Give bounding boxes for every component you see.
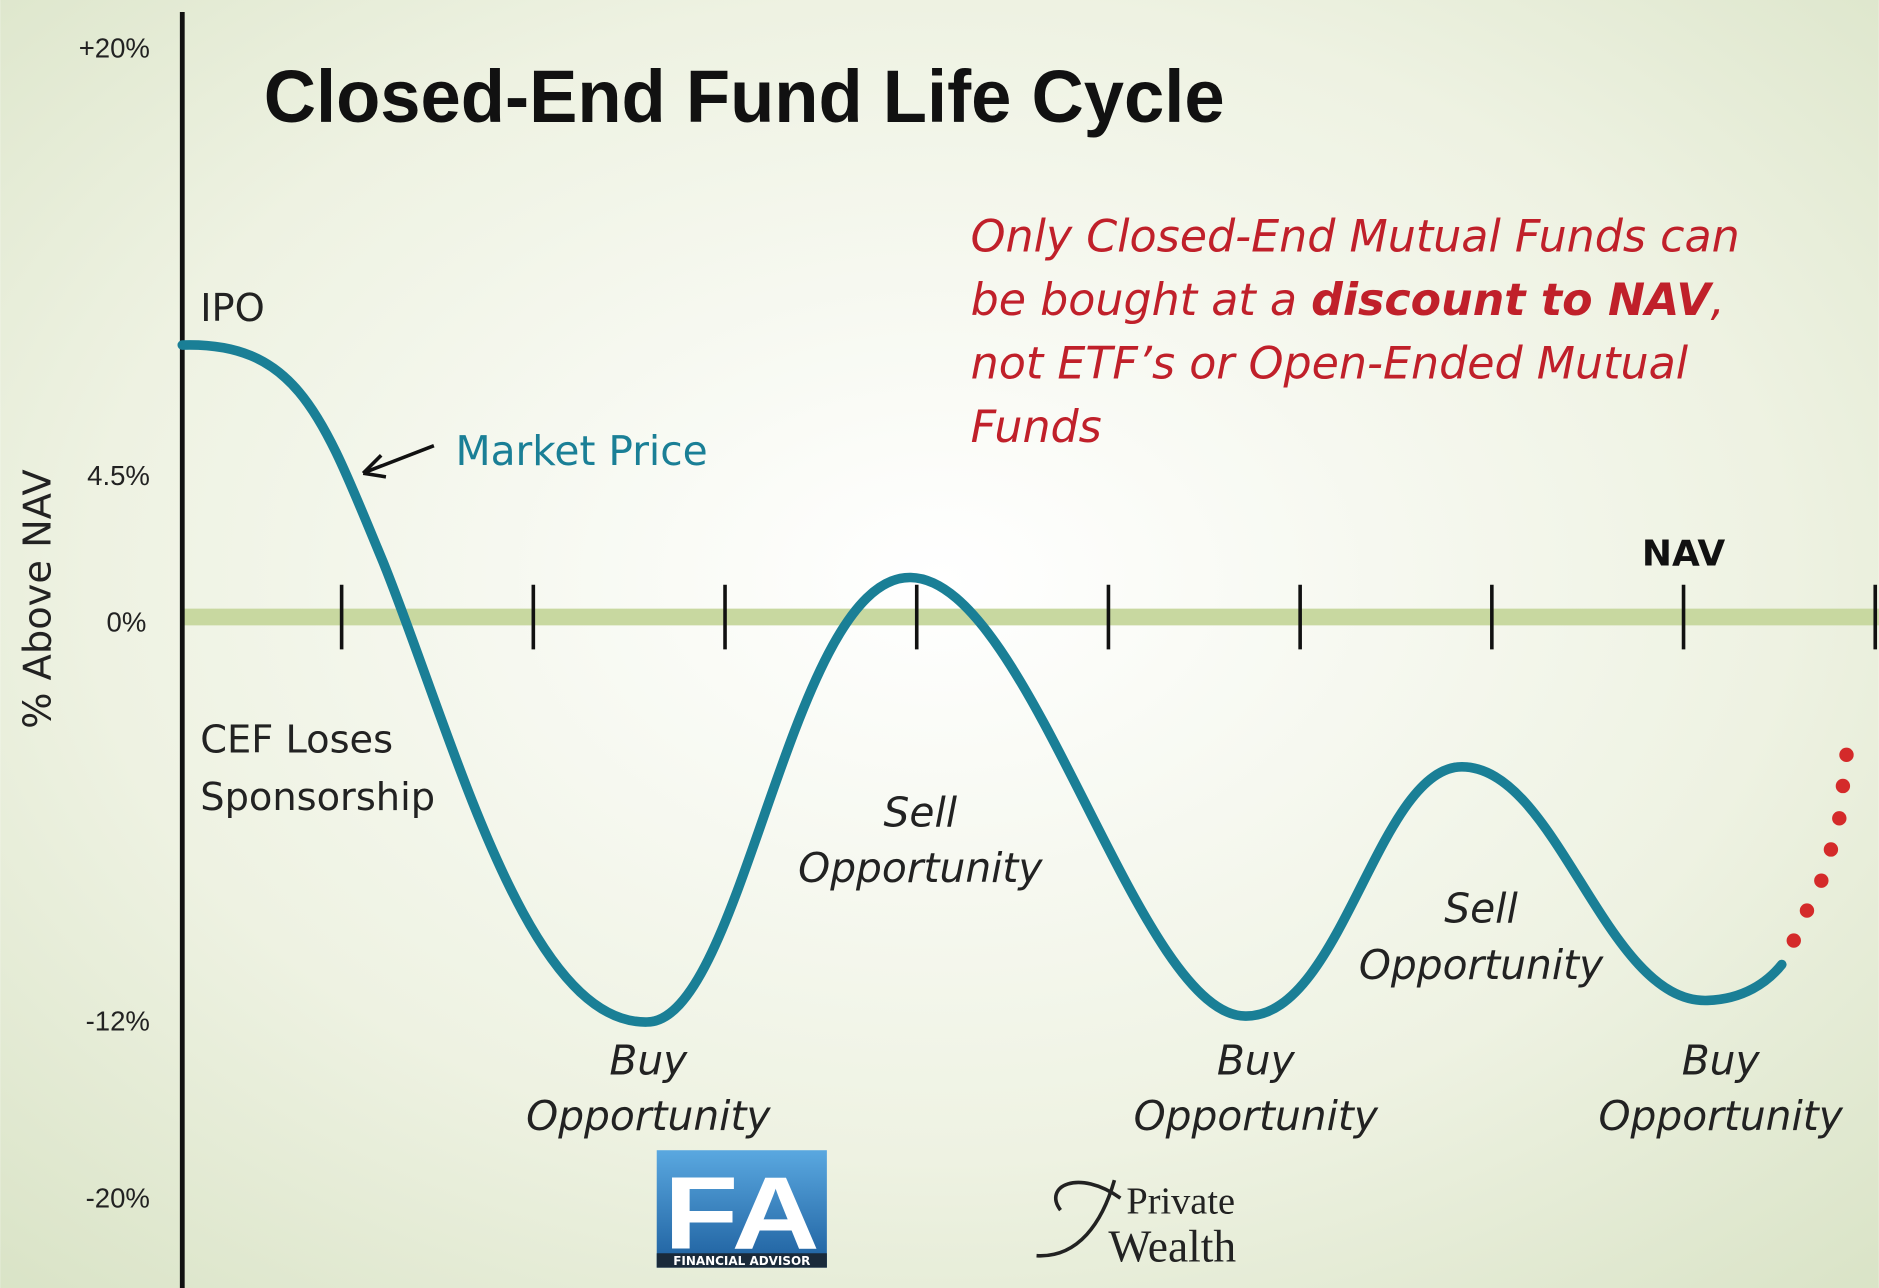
ipo-label: IPO [200, 286, 265, 331]
cef-label: Sponsorship [200, 775, 435, 820]
nav-label: NAV [1642, 534, 1725, 575]
market-price-curve [177, 340, 1787, 1027]
buy-label: Opportunity [1599, 1092, 1844, 1140]
arrow-head [361, 454, 387, 479]
y-tick-label: -20% [86, 1183, 150, 1214]
note-line: Only Closed-End Mutual Funds can [971, 212, 1740, 263]
y-axis-title: % Above NAV [15, 469, 60, 729]
y-tick-label: +20% [79, 33, 150, 64]
nav-ticks [339, 584, 1878, 650]
note-bold: discount to NAV [1311, 275, 1714, 326]
y-tick-label: 0% [107, 606, 147, 637]
sell-label: Opportunity [798, 844, 1043, 892]
buy-label: Buy [1217, 1037, 1296, 1085]
sell-label: Sell [1444, 885, 1518, 933]
y-tick-label: -12% [86, 1005, 150, 1036]
note-line: be bought at a discount to NAV, [971, 275, 1725, 326]
title: Closed-End Fund Life Cycle [264, 55, 1225, 138]
pw-logo-text: Wealth [1108, 1221, 1236, 1272]
note-text: be bought at a [971, 275, 1311, 326]
buy-label: Buy [609, 1037, 688, 1085]
pw-logo-flourish [1036, 1179, 1122, 1258]
buy-label: Opportunity [1134, 1092, 1379, 1140]
note-line: not ETF’s or Open-Ended Mutual [971, 339, 1689, 390]
market-price-label: Market Price [455, 427, 707, 475]
sell-label: Opportunity [1359, 941, 1604, 989]
projection-dots [1786, 747, 1854, 948]
cef-label: CEF Loses [200, 717, 393, 762]
arrow [364, 444, 435, 474]
pw-logo-text: Private [1126, 1181, 1235, 1223]
buy-label: Buy [1682, 1037, 1761, 1085]
y-tick-label: 4.5% [87, 460, 150, 491]
note-line: Funds [971, 402, 1102, 453]
fa-logo-sub: FINANCIAL ADVISOR [673, 1254, 810, 1268]
note-text: , [1711, 275, 1725, 326]
fa-logo [656, 1150, 827, 1268]
fa-logo-band [656, 1253, 827, 1268]
sell-label: Sell [884, 789, 958, 837]
buy-label: Opportunity [526, 1092, 771, 1140]
fa-logo-text: FA [664, 1155, 820, 1270]
